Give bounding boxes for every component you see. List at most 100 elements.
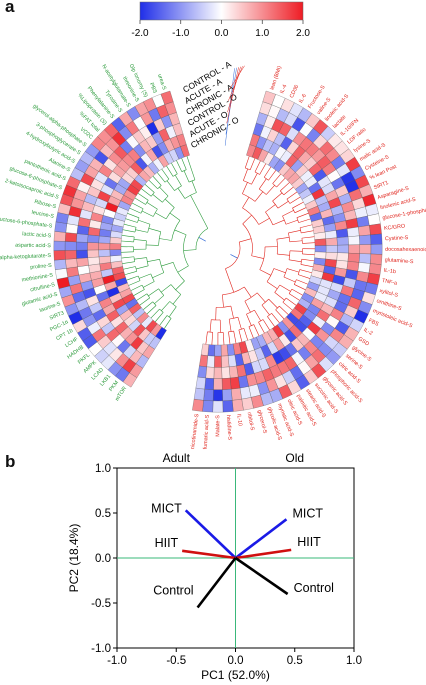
heatmap-cell	[160, 90, 174, 105]
vector-label: HIIT	[155, 536, 179, 550]
heatmap-label: ribitol-S	[246, 412, 255, 431]
dendrogram-branch	[273, 268, 286, 274]
dendrogram-branch	[154, 295, 165, 304]
dendrogram-branch	[144, 184, 155, 193]
dendrogram-branch	[289, 196, 301, 204]
dendrogram-branch	[251, 173, 258, 185]
dendrogram-branch	[183, 170, 190, 183]
dendrogram-branch	[127, 213, 140, 219]
heatmap-cell	[358, 253, 372, 264]
dendrogram-branch	[288, 230, 301, 234]
heatmap-cell	[207, 344, 216, 357]
heatmap-label: glycerol-S	[256, 409, 268, 434]
dendrogram-branch	[141, 188, 152, 197]
dendrogram-branch	[188, 179, 196, 183]
heatmap-cell	[335, 228, 349, 238]
heatmap-label: methionine-S	[21, 272, 54, 283]
heatmap-label: IL-10	[235, 414, 242, 427]
dendrogram-branch	[258, 217, 270, 225]
dendrogram-branch	[130, 284, 143, 291]
dendrogram-branch	[131, 202, 144, 210]
y-tick-label: 0.5	[95, 508, 111, 520]
dendrogram-branch	[276, 177, 286, 188]
heatmap-cell	[205, 366, 215, 379]
dendrogram-branch	[272, 200, 279, 209]
heatmap-cell	[228, 365, 239, 379]
dendrogram-branch	[293, 279, 297, 285]
heatmap-label: SIRT3	[49, 310, 65, 321]
dendrogram-branch	[242, 214, 252, 225]
dendrogram-branch	[301, 230, 314, 234]
dendrogram-branch	[228, 330, 234, 333]
dendrogram-branch	[147, 224, 151, 233]
heatmap-cell	[200, 343, 209, 356]
dendrogram-branch	[121, 256, 134, 259]
heatmap-label: nicotinamide-S	[190, 413, 200, 450]
heatmap-cell	[199, 354, 208, 368]
heatmap-cell	[98, 255, 111, 264]
dendrogram-branch	[156, 172, 166, 183]
dendrogram-branch	[291, 288, 303, 296]
heatmap-cell	[76, 249, 88, 259]
dendrogram-branch	[163, 318, 172, 329]
dendrogram-branch	[171, 162, 178, 175]
dendrogram-branch	[137, 192, 149, 201]
dendrogram-branch	[254, 191, 264, 202]
dendrogram-branch	[237, 317, 242, 330]
dendrogram-root	[198, 236, 206, 242]
heatmap-label: myristoleic acid-S	[372, 308, 414, 330]
dendrogram-branch	[292, 201, 304, 209]
dendrogram-branch	[124, 271, 137, 276]
dendrogram-branch	[254, 309, 262, 322]
dendrogram-branch	[176, 160, 183, 172]
dendrogram-branch	[277, 253, 290, 256]
dendrogram-root	[230, 254, 238, 259]
loading-vector	[184, 509, 237, 559]
loading-vector	[234, 518, 288, 560]
heatmap-cell	[55, 268, 68, 280]
dendrogram-branch	[254, 171, 260, 175]
heatmap-cell	[109, 249, 122, 257]
heatmap-cell	[212, 389, 223, 402]
dendrogram-branch	[268, 170, 277, 181]
heatmap-cell	[53, 250, 66, 261]
dendrogram-branch	[146, 305, 157, 315]
heatmap-cell	[314, 238, 327, 246]
dendrogram-branch	[147, 259, 160, 263]
dendrogram-branch	[134, 227, 137, 233]
x-tick-label: -1.0	[107, 655, 127, 667]
heatmap-cell	[195, 376, 206, 390]
dendrogram-branch	[211, 332, 213, 345]
dendrogram-branch	[239, 238, 252, 243]
dendrogram-branch	[133, 256, 135, 262]
heatmap-cell	[76, 257, 89, 267]
heatmap-label: Malate-S	[215, 415, 221, 437]
dendrogram-branch	[123, 266, 136, 270]
heatmap-cell	[222, 400, 234, 413]
vector-label: Control	[294, 581, 334, 595]
heatmap-cell	[221, 366, 231, 379]
heatmap-label: Ribose-S	[34, 199, 57, 210]
heatmap-cell	[206, 355, 215, 368]
dendrogram-branch	[297, 269, 300, 275]
dendrogram-branch	[172, 262, 185, 282]
vector-label: HIIT	[297, 535, 321, 549]
heatmap-cell	[214, 356, 222, 368]
dendrogram-branch	[288, 293, 300, 301]
loading-vector	[182, 549, 236, 560]
dendrogram-branch	[294, 284, 306, 291]
dendrogram-branch	[244, 156, 250, 169]
heatmap-cell	[336, 252, 349, 262]
dendrogram-branch	[157, 185, 162, 190]
column-dendrogram-branch	[228, 65, 245, 90]
loading-vector	[234, 556, 289, 596]
heatmap-cell	[325, 252, 338, 261]
heatmap-label: alpha-ketoglutarate-S	[0, 253, 52, 261]
dendrogram-branch	[152, 194, 163, 203]
dendrogram-branch	[129, 207, 142, 214]
dendrogram-branch	[253, 324, 260, 337]
dendrogram-branch	[298, 218, 311, 223]
heatmap-cell	[347, 252, 360, 263]
heatmap-label: PKM	[108, 380, 120, 393]
